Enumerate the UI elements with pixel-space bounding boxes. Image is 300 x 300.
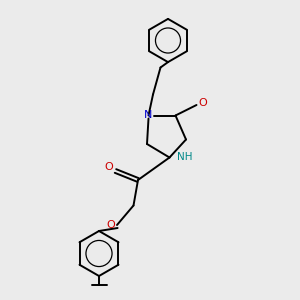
Text: O: O bbox=[106, 220, 116, 230]
Text: O: O bbox=[199, 98, 208, 108]
Text: N: N bbox=[144, 110, 153, 121]
Text: NH: NH bbox=[177, 152, 193, 162]
Text: O: O bbox=[105, 161, 114, 172]
